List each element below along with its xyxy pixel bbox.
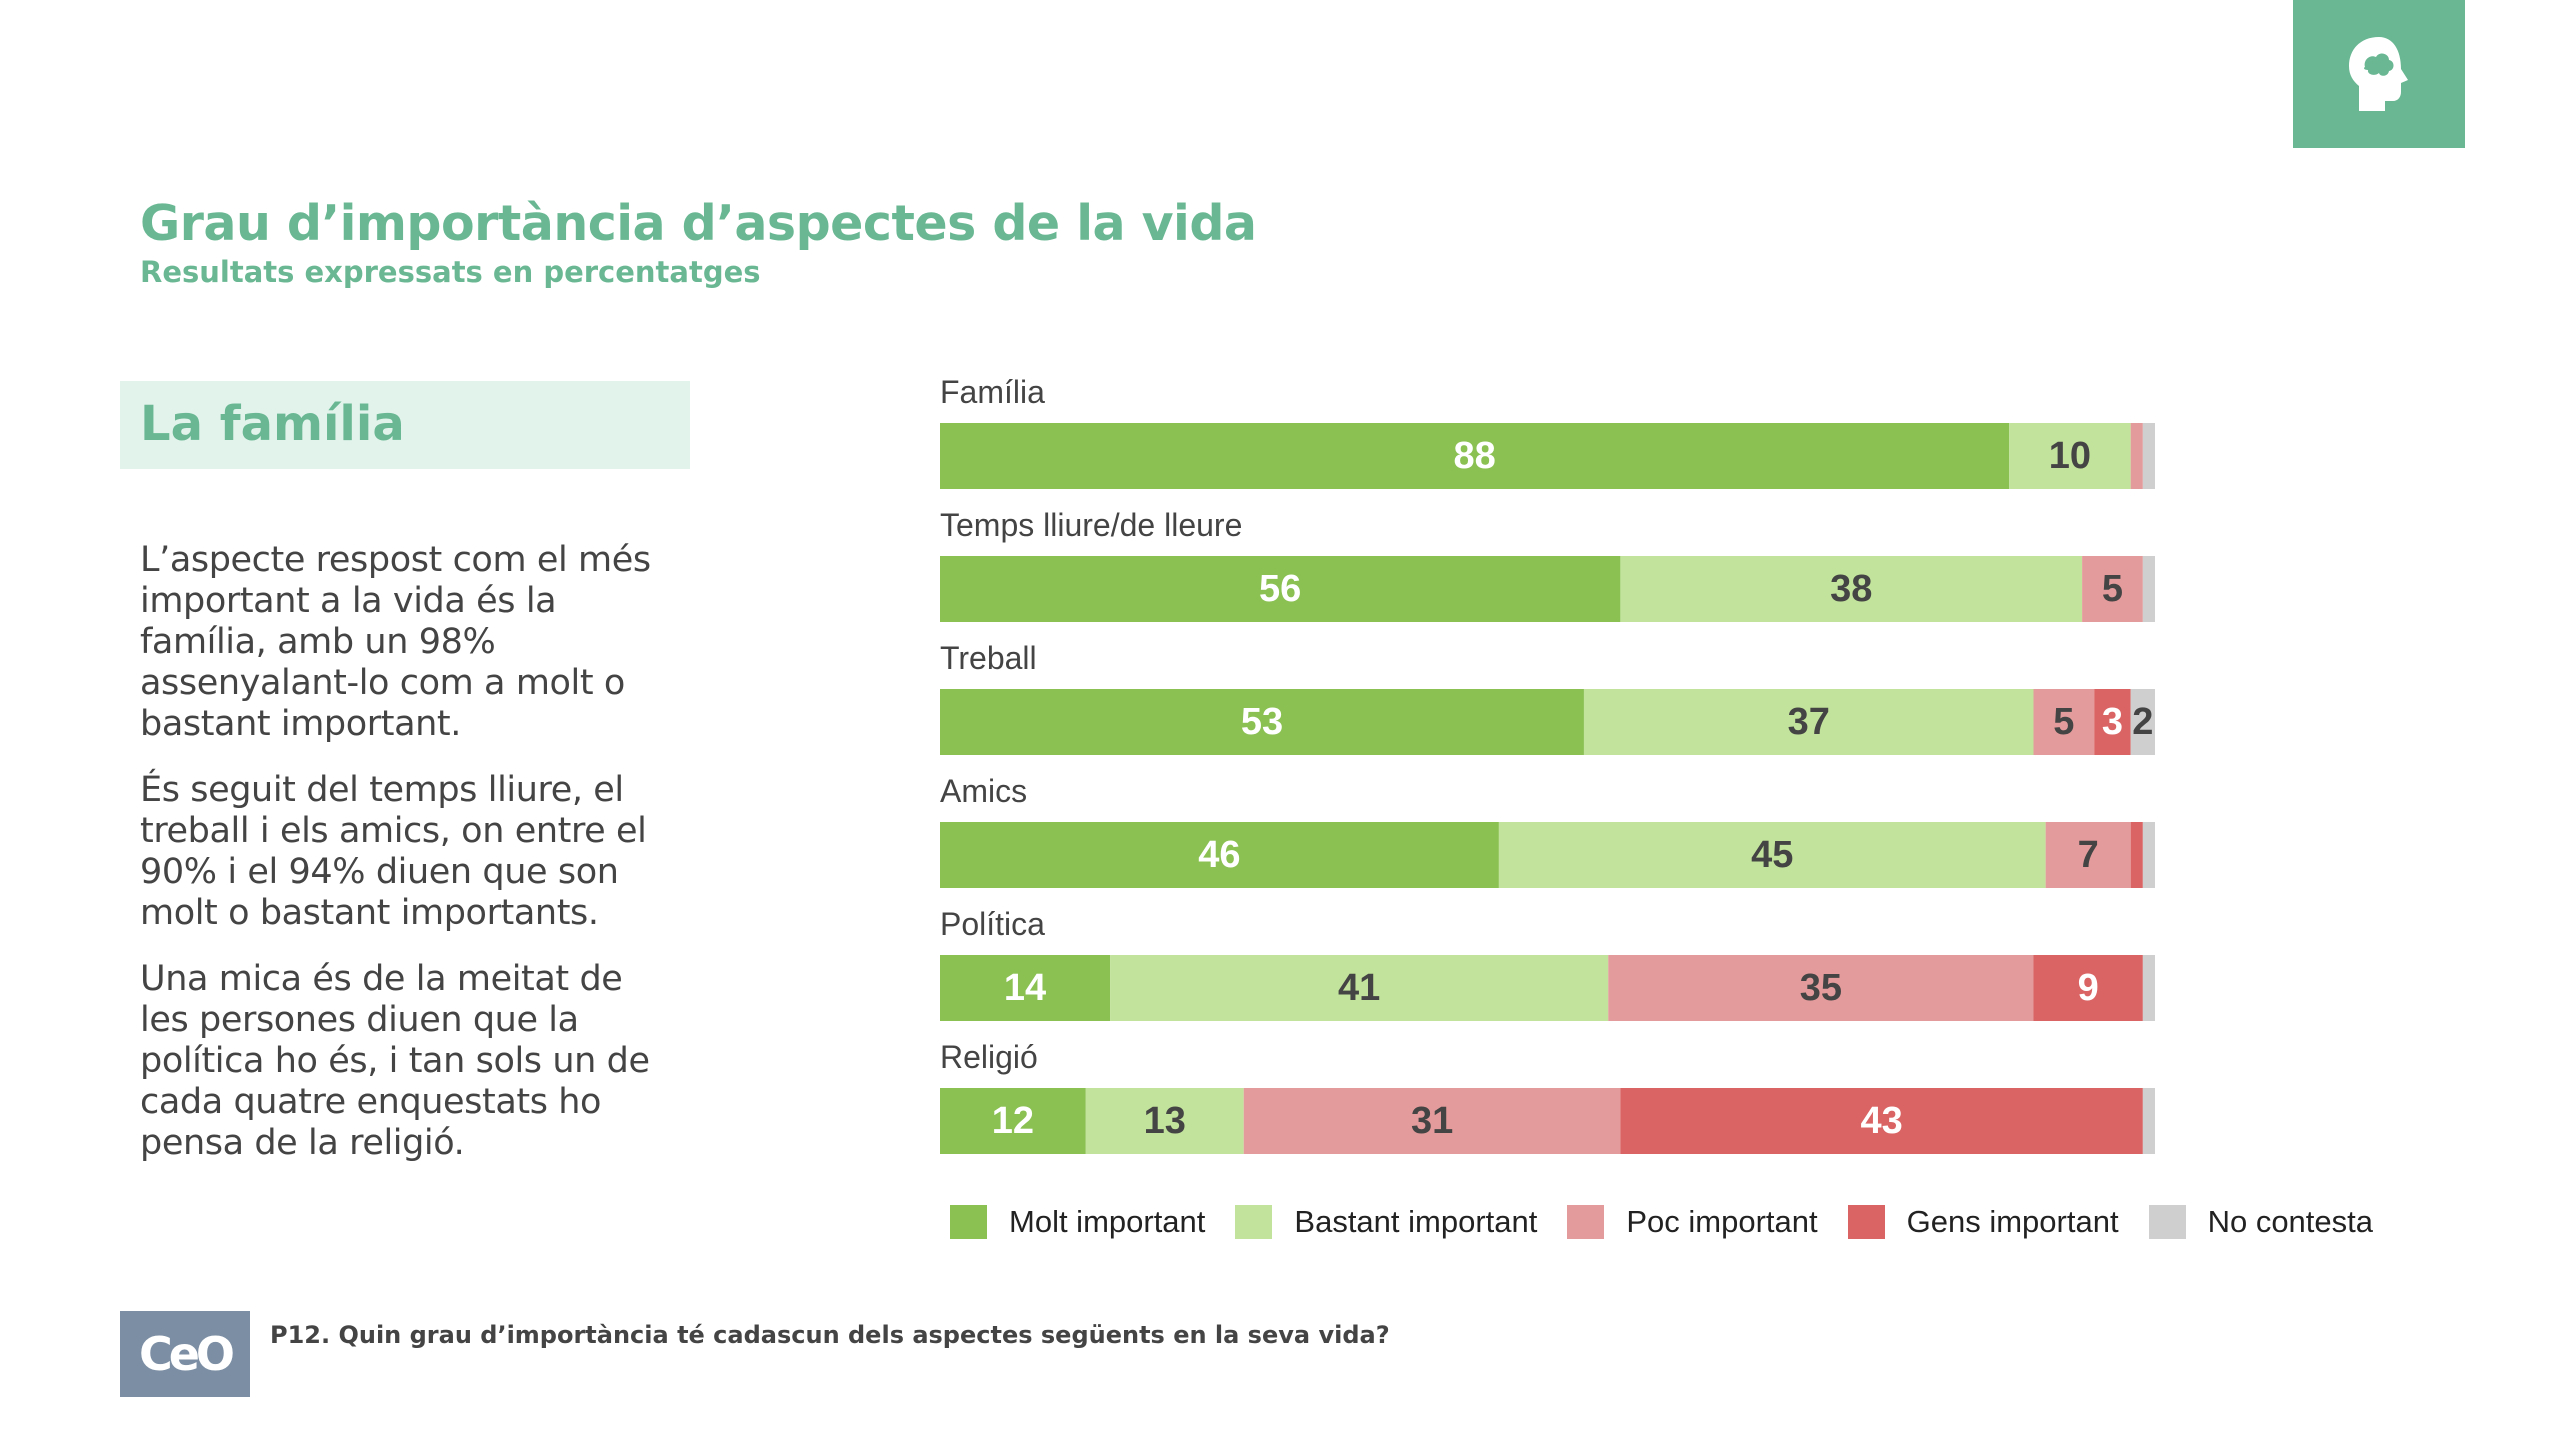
data-label-familia-molt-important: 88 bbox=[1453, 435, 1495, 477]
ceo-logo: CeO bbox=[120, 1311, 250, 1397]
data-label-amics-poc-important: 7 bbox=[2078, 834, 2099, 876]
data-label-religio-molt-important: 12 bbox=[992, 1100, 1034, 1142]
bar-politica-bastant-important bbox=[1110, 955, 1609, 1021]
legend-label: No contesta bbox=[2207, 1204, 2374, 1239]
data-label-amics-molt-important: 46 bbox=[1198, 834, 1240, 876]
bar-amics-no-contesta bbox=[2142, 822, 2155, 888]
legend-swatch bbox=[1847, 1205, 1885, 1239]
data-label-familia-bastant-important: 10 bbox=[2049, 435, 2091, 477]
bar-religio-gens-important bbox=[1620, 1088, 2143, 1154]
data-label-religio-gens-important: 43 bbox=[1860, 1100, 1902, 1142]
bar-treball-molt-important bbox=[940, 689, 1584, 755]
bar-politica-no-contesta bbox=[2142, 955, 2155, 1021]
bar-politica-gens-important bbox=[2033, 955, 2143, 1021]
bar-politica-molt-important bbox=[940, 955, 1111, 1021]
bar-familia-molt-important bbox=[940, 423, 2010, 489]
stacked-bar-chart: Família 88 10 Temps lliure/de lleure 56 38 5 Tr… bbox=[940, 374, 2155, 1154]
data-label-temps-lliure-de-lleure-bastant-important: 38 bbox=[1830, 568, 1872, 610]
bar-politica-poc-important bbox=[1608, 955, 2034, 1021]
bar-familia-bastant-important bbox=[2009, 423, 2131, 489]
data-label-politica-molt-important: 14 bbox=[1004, 967, 1046, 1009]
bar-religio-bastant-important bbox=[1085, 1088, 1244, 1154]
bar-religio-no-contesta bbox=[2142, 1088, 2155, 1154]
section-heading-box: La família bbox=[120, 381, 690, 469]
legend-label: Gens important bbox=[1906, 1204, 2119, 1239]
bar-temps-lliure-de-lleure-no-contesta bbox=[2142, 556, 2155, 622]
data-label-temps-lliure-de-lleure-poc-important: 5 bbox=[2102, 568, 2123, 610]
data-label-temps-lliure-de-lleure-molt-important: 56 bbox=[1259, 568, 1301, 610]
category-label-familia: Família bbox=[940, 374, 1045, 410]
legend-swatch bbox=[950, 1205, 987, 1239]
data-label-politica-bastant-important: 41 bbox=[1338, 967, 1380, 1009]
head-profile-icon bbox=[2349, 37, 2408, 111]
bar-treball-gens-important bbox=[2094, 689, 2131, 755]
bar-amics-gens-important bbox=[2130, 822, 2143, 888]
data-label-treball-molt-important: 53 bbox=[1241, 701, 1283, 743]
legend-label: Poc important bbox=[1626, 1204, 1818, 1239]
summary-paragraph: L’aspecte respost com el més important a… bbox=[140, 540, 651, 744]
bar-temps-lliure-de-lleure-molt-important bbox=[940, 556, 1621, 622]
bar-familia-no-contesta bbox=[2142, 423, 2155, 489]
legend-swatch bbox=[2148, 1205, 2186, 1239]
bar-familia-poc-important bbox=[2130, 423, 2143, 489]
category-label-religio: Religió bbox=[940, 1039, 1038, 1075]
legend-label: Bastant important bbox=[1294, 1204, 1538, 1239]
data-label-amics-bastant-important: 45 bbox=[1751, 834, 1793, 876]
summary-text: L’aspecte respost com el més important a… bbox=[140, 540, 680, 1189]
data-label-treball-no-contesta: 2 bbox=[2132, 701, 2153, 743]
legend-item-gens-important: Gens important bbox=[1847, 1204, 2119, 1240]
data-label-treball-poc-important: 5 bbox=[2053, 701, 2074, 743]
chart-legend: Molt important Bastant important Poc imp… bbox=[950, 1204, 2403, 1240]
corner-badge bbox=[2293, 0, 2465, 148]
data-label-politica-gens-important: 9 bbox=[2078, 967, 2099, 1009]
data-label-politica-poc-important: 35 bbox=[1800, 967, 1842, 1009]
legend-item-poc-important: Poc important bbox=[1567, 1204, 1818, 1240]
bar-temps-lliure-de-lleure-poc-important bbox=[2082, 556, 2143, 622]
data-label-treball-gens-important: 3 bbox=[2102, 701, 2123, 743]
page-subtitle: Resultats expressats en percentatges bbox=[140, 255, 761, 289]
legend-swatch bbox=[1567, 1205, 1605, 1239]
category-label-treball: Treball bbox=[940, 640, 1037, 676]
logo-text: CeO bbox=[138, 1327, 235, 1381]
category-label-temps-lliure-de-lleure: Temps lliure/de lleure bbox=[940, 507, 1242, 543]
legend-item-molt-important: Molt important bbox=[950, 1204, 1205, 1240]
bar-religio-molt-important bbox=[940, 1088, 1086, 1154]
bar-treball-bastant-important bbox=[1583, 689, 2034, 755]
bar-treball-no-contesta bbox=[2130, 689, 2155, 755]
page-title: Grau d’importància d’aspectes de la vida bbox=[140, 195, 1257, 252]
category-label-politica: Política bbox=[940, 906, 1045, 942]
bar-religio-poc-important bbox=[1243, 1088, 1621, 1154]
summary-paragraph: Una mica és de la meitat de les persones… bbox=[140, 959, 650, 1163]
data-label-religio-bastant-important: 13 bbox=[1144, 1100, 1186, 1142]
bar-amics-molt-important bbox=[940, 822, 1499, 888]
bar-amics-poc-important bbox=[2045, 822, 2131, 888]
question-footnote: P12. Quin grau d’importància té cadascun… bbox=[270, 1321, 1390, 1349]
bar-amics-bastant-important bbox=[1498, 822, 2046, 888]
bar-treball-poc-important bbox=[2033, 689, 2095, 755]
category-label-amics: Amics bbox=[940, 773, 1027, 809]
data-label-religio-poc-important: 31 bbox=[1411, 1100, 1453, 1142]
bar-temps-lliure-de-lleure-bastant-important bbox=[1620, 556, 2083, 622]
legend-item-bastant-important: Bastant important bbox=[1235, 1204, 1537, 1240]
section-title: La família bbox=[140, 396, 405, 452]
legend-swatch bbox=[1235, 1205, 1273, 1239]
summary-paragraph: És seguit del temps lliure, el treball i… bbox=[140, 770, 647, 933]
legend-label: Molt important bbox=[1009, 1204, 1206, 1239]
legend-item-no-contesta: No contesta bbox=[2148, 1204, 2374, 1240]
data-label-treball-bastant-important: 37 bbox=[1788, 701, 1830, 743]
